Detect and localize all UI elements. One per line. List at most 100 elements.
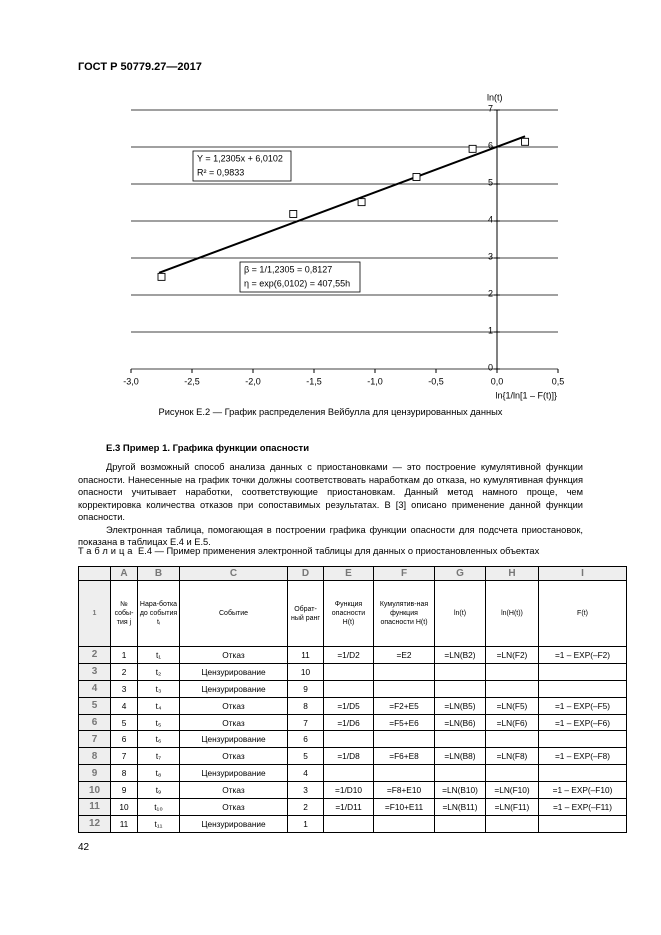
table-cell: =LN(B5) bbox=[434, 696, 486, 715]
data-point bbox=[468, 144, 477, 153]
table-cell: =LN(F6) bbox=[485, 713, 539, 732]
table-cell: t₆ bbox=[137, 730, 180, 749]
table-cell: 7 bbox=[287, 713, 324, 732]
table-cell: =1/D2 bbox=[323, 646, 374, 664]
y-tick-label: 7 bbox=[488, 103, 493, 113]
row-number: 7 bbox=[78, 730, 111, 749]
table-cell: t₂ bbox=[137, 662, 180, 681]
row-number: 11 bbox=[78, 798, 111, 816]
table-cell bbox=[538, 662, 627, 681]
header-cell: ln(t) bbox=[434, 580, 486, 647]
doc-header: ГОСТ Р 50779.27—2017 bbox=[78, 61, 202, 73]
table-cell: t₇ bbox=[137, 747, 180, 766]
table-row: 10 9 t₉ Отказ 3 =1/D10 =F8+E10 =LN(B10) =LN(F10)… bbox=[78, 781, 627, 800]
table-cell bbox=[434, 764, 486, 783]
table-cell: 5 bbox=[287, 747, 324, 766]
table-cell bbox=[323, 764, 374, 783]
paragraph: Другой возможный способ анализа данных с… bbox=[78, 462, 583, 522]
column-letter: B bbox=[137, 566, 180, 581]
y-axis-label: ln(t) bbox=[487, 92, 503, 102]
table-cell: Отказ bbox=[179, 713, 288, 732]
header-cell: ln(H(t)) bbox=[485, 580, 539, 647]
table-cell: =1 – EXP(–F11) bbox=[538, 798, 627, 816]
table-cell bbox=[485, 764, 539, 783]
section-heading: Е.3 Пример 1. Графика функции опасности bbox=[106, 443, 310, 454]
table-cell bbox=[373, 662, 435, 681]
x-tick-label: -2,0 bbox=[245, 376, 261, 386]
table-caption: Таблица Е.4 — Пример применения электрон… bbox=[78, 546, 539, 556]
figure-caption: Рисунок Е.2 — График распределения Вейбу… bbox=[158, 407, 503, 417]
table-cell: t₉ bbox=[137, 781, 180, 800]
row-number: 8 bbox=[78, 747, 111, 766]
data-point bbox=[521, 137, 530, 146]
table-cell: 11 bbox=[287, 646, 324, 664]
row-number: 9 bbox=[78, 764, 111, 783]
header-cell: № собы-тия j bbox=[110, 580, 138, 647]
table-cell: 3 bbox=[110, 679, 138, 698]
section-body: Другой возможный способ анализа данных с… bbox=[78, 461, 583, 549]
y-tick-label: 3 bbox=[488, 251, 493, 261]
table-cell: =LN(B11) bbox=[434, 798, 486, 816]
table-cell: =LN(B10) bbox=[434, 781, 486, 800]
table-cell bbox=[434, 679, 486, 698]
header-cell: Событие bbox=[179, 580, 288, 647]
row-number: 3 bbox=[78, 662, 111, 681]
y-tick-label: 6 bbox=[488, 140, 493, 150]
table-caption-text: Е.4 — Пример применения электронной табл… bbox=[138, 546, 540, 556]
annotation-text: Y = 1,2305x + 6,0102 bbox=[197, 153, 283, 163]
table-cell: =1/D11 bbox=[323, 798, 374, 816]
row-number: 6 bbox=[78, 713, 111, 732]
table-cell bbox=[323, 679, 374, 698]
table-cell: =1 – EXP(–F2) bbox=[538, 646, 627, 664]
table-cell: Цензурирование bbox=[179, 662, 288, 681]
table-row: 6 5 t₅ Отказ 7 =1/D6 =F5+E6 =LN(B6) =LN(F6) =1 – … bbox=[78, 713, 627, 732]
table-cell: =LN(F11) bbox=[485, 798, 539, 816]
table-cell: =LN(B2) bbox=[434, 646, 486, 664]
column-letter: H bbox=[485, 566, 539, 581]
annotation-box bbox=[239, 261, 361, 293]
table-cell bbox=[538, 764, 627, 783]
table-cell bbox=[434, 814, 486, 833]
row-number: 1 bbox=[78, 580, 111, 647]
table-cell: 8 bbox=[110, 764, 138, 783]
table-cell bbox=[538, 679, 627, 698]
column-letter: E bbox=[323, 566, 374, 581]
table-cell bbox=[323, 730, 374, 749]
chart: 0 1 2 3 4 5 6 7 -3,0 -2,5 -2,0 -1,5 -1,0 -0,5 0,0 0,5 ln… bbox=[123, 92, 564, 400]
table-cell: =F6+E8 bbox=[373, 747, 435, 766]
table-cell: Отказ bbox=[179, 747, 288, 766]
header-cell: F(t) bbox=[538, 580, 627, 647]
table-cell: t₁ bbox=[137, 646, 180, 664]
annotation-text: η = exp(6,0102) = 407,55h bbox=[244, 278, 350, 288]
table-cell bbox=[485, 662, 539, 681]
header-cell: Нара-ботка до события tᵢ bbox=[137, 580, 180, 647]
table-cell: Цензурирование bbox=[179, 764, 288, 783]
table-row: 5 4 t₄ Отказ 8 =1/D5 =F2+E5 =LN(B5) =LN(F5) =1 – … bbox=[78, 696, 627, 715]
table-cell: =F10+E11 bbox=[373, 798, 435, 816]
x-tick-label: -1,0 bbox=[367, 376, 383, 386]
table-cell: =F8+E10 bbox=[373, 781, 435, 800]
table-cell: 10 bbox=[287, 662, 324, 681]
table-cell bbox=[434, 730, 486, 749]
table-cell: Цензурирование bbox=[179, 730, 288, 749]
x-axis-label: ln{1/ln[1 – F(t)]} bbox=[495, 390, 557, 400]
column-letter: D bbox=[287, 566, 324, 581]
table-cell: Отказ bbox=[179, 781, 288, 800]
table-cell: 4 bbox=[110, 696, 138, 715]
table-cell bbox=[373, 814, 435, 833]
table-row: 11 10 t₁₀ Отказ 2 =1/D11 =F10+E11 =LN(B11) =LN(F… bbox=[78, 798, 627, 816]
table-cell bbox=[538, 814, 627, 833]
y-tick-label: 2 bbox=[488, 288, 493, 298]
table-cell: 2 bbox=[110, 662, 138, 681]
x-tick-label: -3,0 bbox=[123, 376, 139, 386]
table-cell: =E2 bbox=[373, 646, 435, 664]
row-number: 10 bbox=[78, 781, 111, 800]
table-cell: =F2+E5 bbox=[373, 696, 435, 715]
table-cell: =LN(B8) bbox=[434, 747, 486, 766]
column-letter: F bbox=[373, 566, 435, 581]
table-cell bbox=[373, 764, 435, 783]
column-letter: A bbox=[110, 566, 138, 581]
table-cell: 7 bbox=[110, 747, 138, 766]
table-cell: =LN(F10) bbox=[485, 781, 539, 800]
table-cell bbox=[538, 730, 627, 749]
